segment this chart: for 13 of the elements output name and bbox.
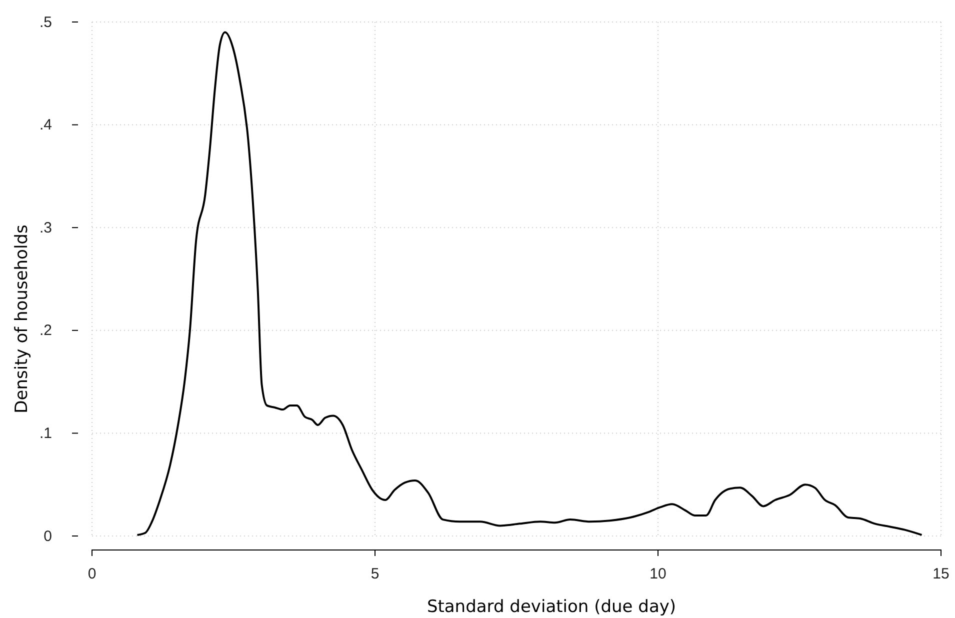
y-tick-label: .1 (39, 425, 52, 442)
x-axis-title: Standard deviation (due day) (426, 597, 676, 617)
x-tick-label: 15 (932, 566, 950, 583)
x-tick-label: 5 (370, 566, 380, 583)
y-tick-label: .3 (39, 219, 52, 236)
x-tick-label: 0 (88, 566, 96, 583)
line-series (136, 31, 923, 536)
y-tick-label: .5 (39, 14, 52, 31)
y-axis-title: Density of households (12, 224, 32, 414)
y-tick-label: 0 (44, 528, 52, 545)
y-tick-label: .4 (39, 116, 52, 134)
x-tick-label: 10 (650, 566, 666, 583)
y-tick-label: .2 (39, 322, 52, 340)
